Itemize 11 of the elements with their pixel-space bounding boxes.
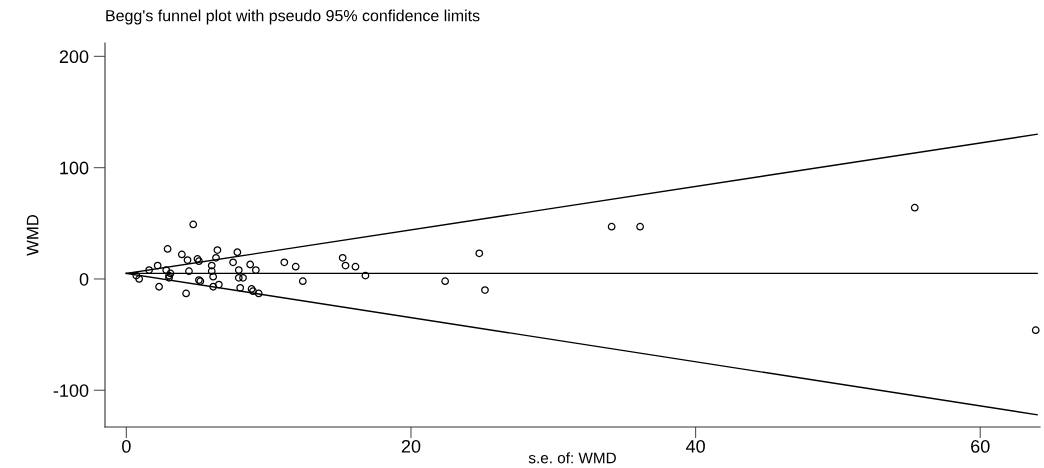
chart-title: Begg's funnel plot with pseudo 95% confidence limits [106,9,480,25]
x-tick-label: 0 [122,439,131,453]
y-axis-title: WMD [26,214,39,256]
x-tick-label: 60 [971,439,990,453]
y-tick-label: 0 [79,272,89,286]
x-tick-label: 20 [401,439,421,453]
y-tick-label: 100 [60,161,89,175]
x-axis-title: s.e. of: WMD [528,452,616,464]
y-tick-label: 200 [59,50,89,64]
y-tick-label: -100 [53,384,89,397]
x-tick-label: 40 [685,439,705,453]
